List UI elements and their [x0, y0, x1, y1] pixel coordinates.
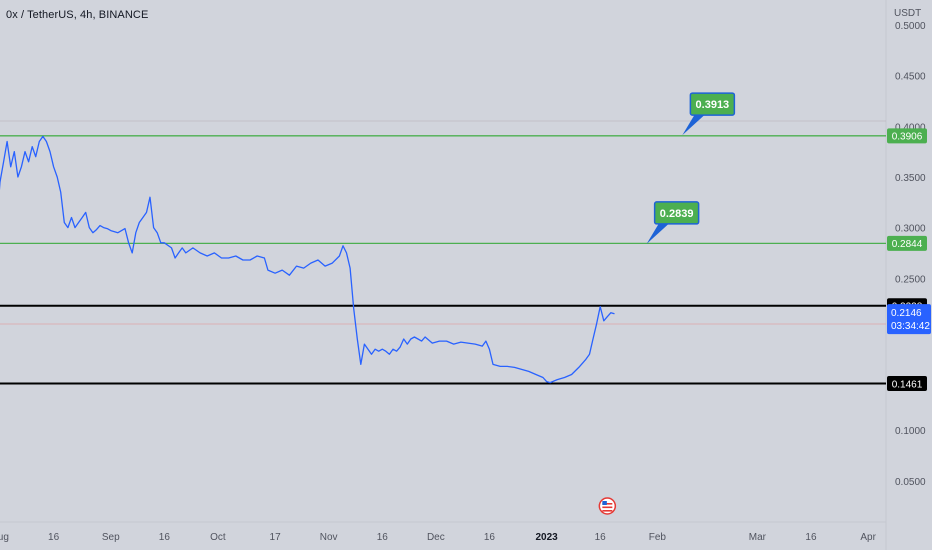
price-series-line: [0, 135, 615, 384]
price-level-badge-label: 0.2844: [892, 239, 923, 250]
flag-stripe: [602, 510, 613, 512]
callout-pointer: [646, 223, 669, 244]
time-tick-label: Nov: [320, 532, 338, 543]
time-tick-label: Mar: [749, 532, 767, 543]
price-callout[interactable]: [653, 201, 700, 225]
time-tick-label: Feb: [649, 532, 667, 543]
time-tick-label: 16: [377, 532, 389, 543]
price-tick-label: 0.3000: [895, 224, 926, 235]
time-tick-label: 2023: [535, 532, 558, 543]
time-tick-label: Dec: [427, 532, 445, 543]
time-tick-label: 16: [159, 532, 171, 543]
price-level-badge: [887, 376, 927, 392]
flag-canton: [602, 501, 607, 505]
price-level-badge-label: 0.3906: [892, 132, 923, 143]
price-tick-label: 0.4500: [895, 72, 926, 83]
price-axis-unit: USDT: [894, 8, 922, 19]
price-level-badge-label: 0.1461: [892, 379, 923, 390]
price-callout-label: 0.3913: [696, 99, 730, 111]
flag-stripe: [602, 503, 613, 505]
callout-pointer: [682, 115, 705, 136]
time-tick-label: 16: [484, 532, 496, 543]
flag-stripe: [602, 506, 613, 509]
price-tick-label: 0.0500: [895, 477, 926, 488]
price-level-badge: [887, 235, 927, 251]
symbol-title: 0x / TetherUS, 4h, BINANCE: [6, 9, 149, 21]
time-tick-label: 17: [270, 532, 282, 543]
price-callout-label: 0.2839: [660, 208, 694, 220]
price-tick-label: 0.2500: [895, 274, 926, 285]
price-tick-label: 0.1000: [895, 426, 926, 437]
price-tick-label: 0.3500: [895, 173, 926, 184]
time-tick-label: Oct: [210, 532, 226, 543]
time-tick-label: 16: [805, 532, 817, 543]
current-price-badge: [887, 304, 931, 335]
current-price-label: 0.2146: [891, 308, 922, 319]
price-tick-label: 0.4000: [895, 122, 926, 133]
time-tick-label: 16: [48, 532, 60, 543]
price-tick-label: 0.5000: [895, 21, 926, 32]
bar-countdown-label: 03:34:42: [891, 321, 930, 332]
time-tick-label: Sep: [102, 532, 120, 543]
time-tick-label: 16: [595, 532, 607, 543]
time-tick-label: Aug: [0, 532, 9, 543]
time-tick-label: Apr: [860, 532, 876, 543]
price-callout[interactable]: [689, 92, 736, 116]
price-level-badge: [887, 128, 927, 144]
